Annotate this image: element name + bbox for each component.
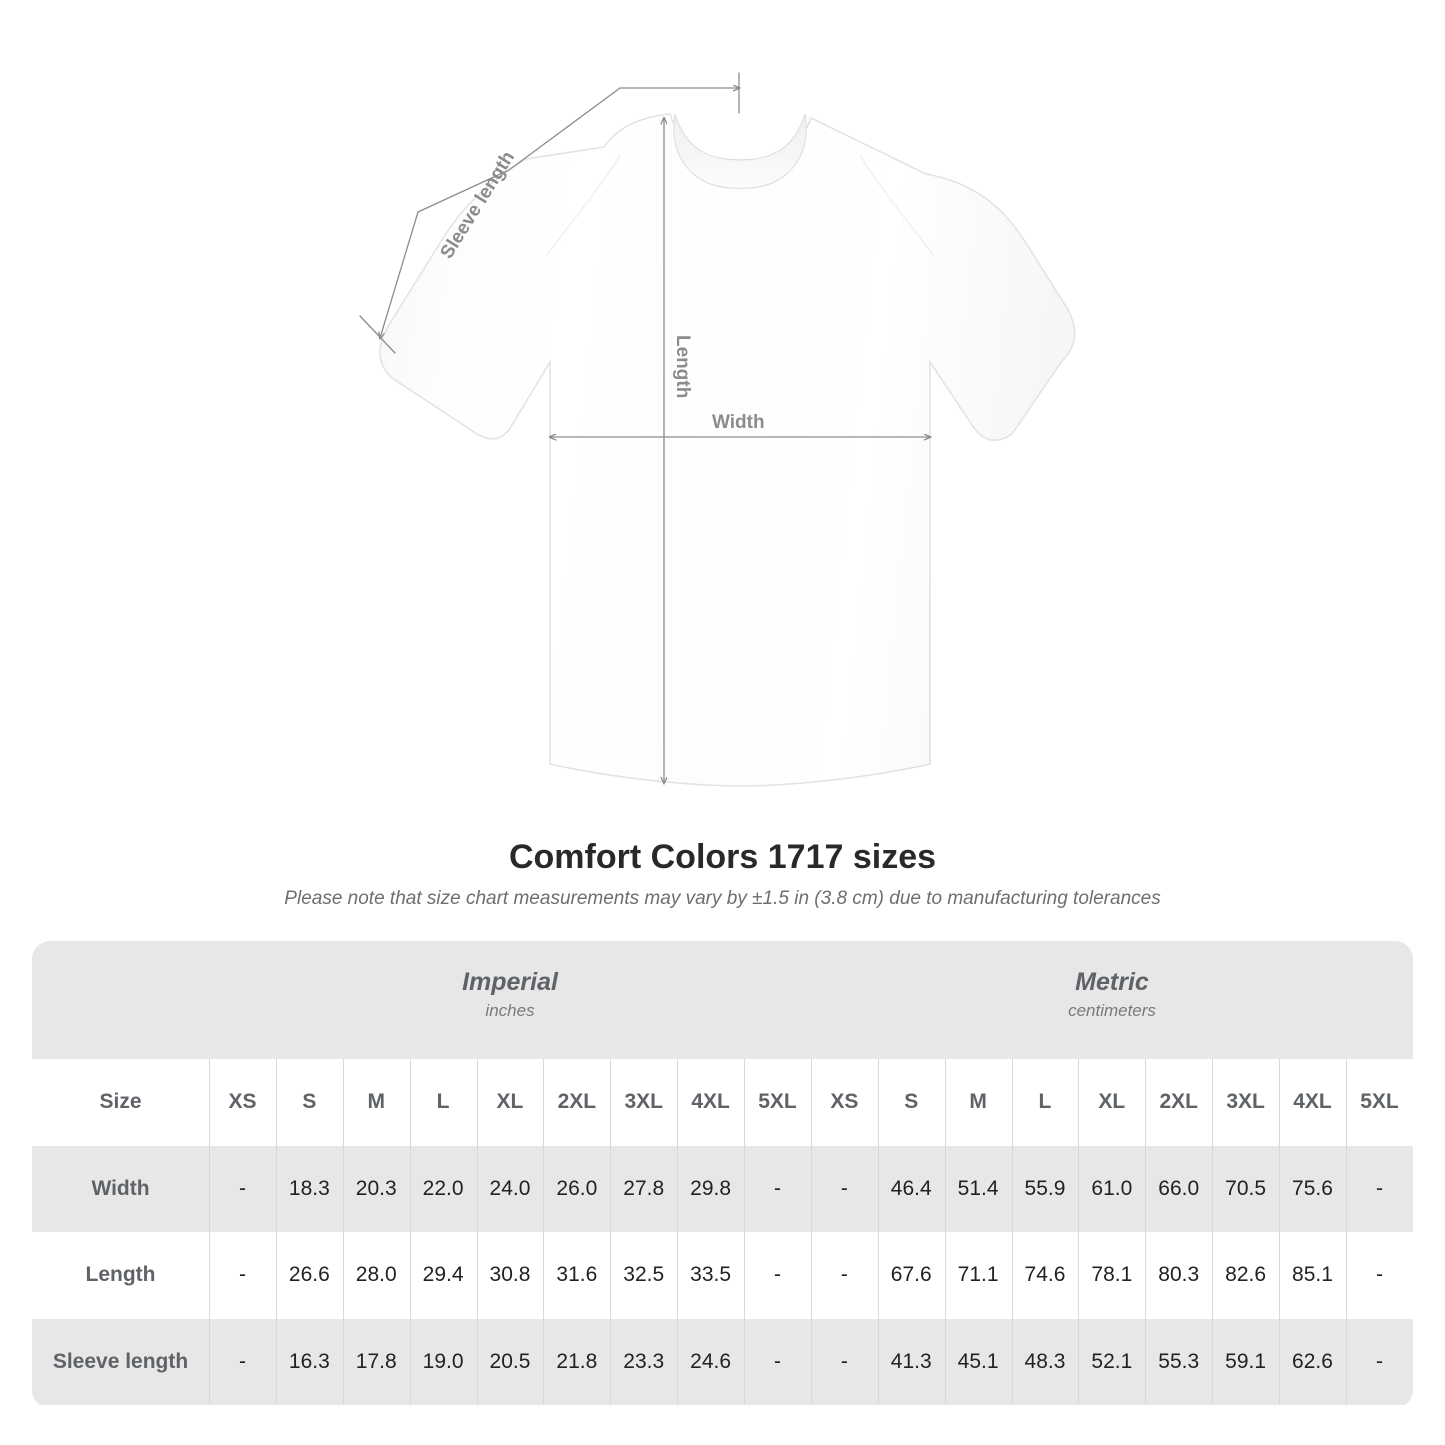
svg-text:Length: Length [672,335,693,398]
svg-text:Width: Width [712,412,765,433]
